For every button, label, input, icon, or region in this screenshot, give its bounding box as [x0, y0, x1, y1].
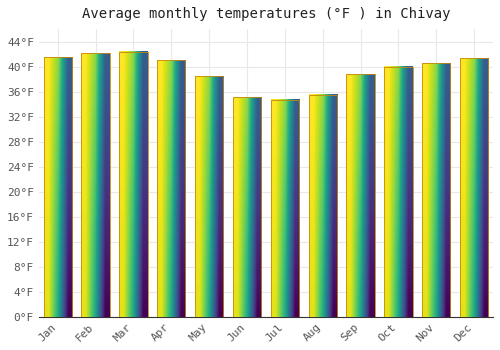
Bar [422, 63, 450, 317]
Bar [82, 54, 110, 317]
Bar [195, 76, 224, 317]
Bar [270, 100, 299, 317]
Bar [460, 58, 488, 317]
Bar [119, 51, 148, 317]
Bar [233, 97, 261, 317]
Bar [44, 57, 72, 317]
Bar [346, 74, 375, 317]
Bar [157, 60, 186, 317]
Bar [384, 66, 412, 317]
Title: Average monthly temperatures (°F ) in Chivay: Average monthly temperatures (°F ) in Ch… [82, 7, 450, 21]
Bar [308, 95, 337, 317]
